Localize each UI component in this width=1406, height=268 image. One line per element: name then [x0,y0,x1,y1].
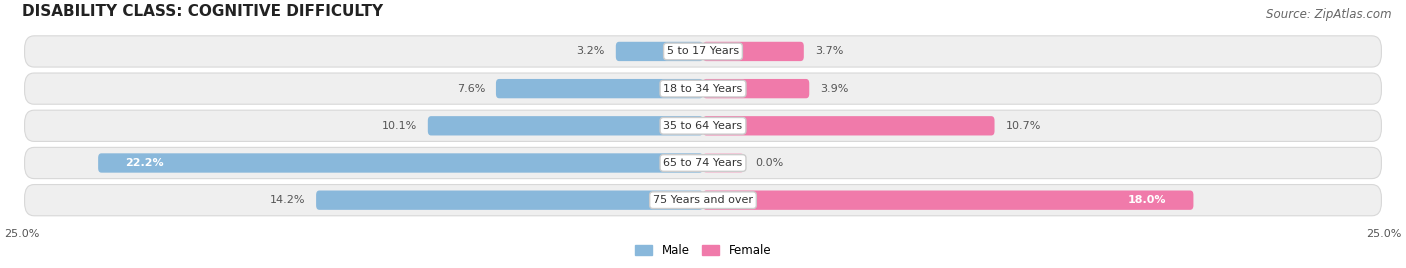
Text: Source: ZipAtlas.com: Source: ZipAtlas.com [1267,8,1392,21]
FancyBboxPatch shape [703,42,804,61]
FancyBboxPatch shape [24,110,1382,142]
FancyBboxPatch shape [24,73,1382,104]
Text: 3.7%: 3.7% [814,46,844,57]
Text: 35 to 64 Years: 35 to 64 Years [664,121,742,131]
FancyBboxPatch shape [316,191,703,210]
FancyBboxPatch shape [427,116,703,136]
Text: 0.0%: 0.0% [755,158,783,168]
FancyBboxPatch shape [703,79,810,98]
Legend: Male, Female: Male, Female [630,239,776,262]
Text: 18.0%: 18.0% [1128,195,1166,205]
Text: DISABILITY CLASS: COGNITIVE DIFFICULTY: DISABILITY CLASS: COGNITIVE DIFFICULTY [22,4,382,19]
Text: 3.2%: 3.2% [576,46,605,57]
Text: 10.7%: 10.7% [1005,121,1040,131]
FancyBboxPatch shape [703,153,744,173]
Text: 7.6%: 7.6% [457,84,485,94]
FancyBboxPatch shape [703,191,1194,210]
FancyBboxPatch shape [703,116,994,136]
FancyBboxPatch shape [24,36,1382,67]
Text: 5 to 17 Years: 5 to 17 Years [666,46,740,57]
Text: 75 Years and over: 75 Years and over [652,195,754,205]
Text: 14.2%: 14.2% [270,195,305,205]
FancyBboxPatch shape [98,153,703,173]
FancyBboxPatch shape [24,185,1382,216]
Text: 3.9%: 3.9% [820,84,849,94]
Text: 22.2%: 22.2% [125,158,165,168]
Text: 65 to 74 Years: 65 to 74 Years [664,158,742,168]
FancyBboxPatch shape [496,79,703,98]
Text: 10.1%: 10.1% [381,121,418,131]
FancyBboxPatch shape [24,147,1382,178]
FancyBboxPatch shape [616,42,703,61]
Text: 18 to 34 Years: 18 to 34 Years [664,84,742,94]
